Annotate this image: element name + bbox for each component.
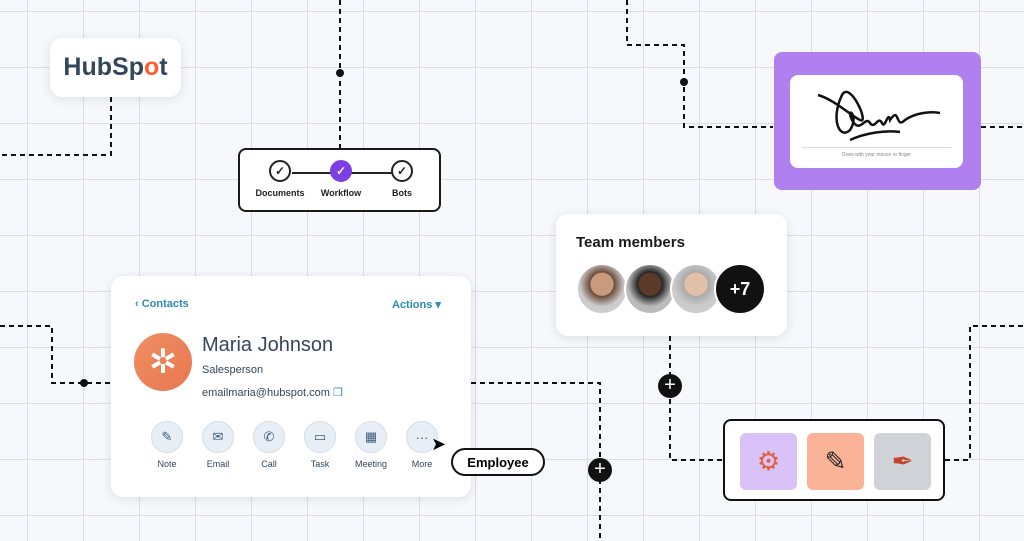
- contact-name: Maria Johnson: [202, 334, 334, 356]
- signature-hint: Draw with your mouse or finger: [841, 152, 912, 158]
- avatar[interactable]: [624, 263, 676, 315]
- settings-gear-icon[interactable]: ⚙: [740, 433, 797, 490]
- hubspot-logo: HubSp o t: [50, 38, 181, 97]
- check-icon: ✓: [330, 160, 352, 182]
- back-to-contacts-link[interactable]: ‹ Contacts: [135, 298, 189, 310]
- team-members-card: Team members +7: [556, 214, 787, 336]
- path-dot: [336, 69, 344, 77]
- email-icon: ✉: [202, 421, 234, 453]
- employee-tooltip: Employee: [451, 448, 545, 476]
- contact-role: Salesperson: [202, 364, 264, 376]
- add-step-plus-icon[interactable]: +: [658, 374, 682, 398]
- team-title: Team members: [576, 234, 685, 251]
- avatar[interactable]: [576, 263, 628, 315]
- step-workflow[interactable]: ✓ Workflow: [301, 160, 381, 198]
- note-button[interactable]: ✎ Note: [142, 421, 192, 469]
- meeting-button[interactable]: ▦ Meeting: [346, 421, 396, 469]
- add-step-plus-icon[interactable]: +: [588, 458, 612, 482]
- more-members-badge[interactable]: +7: [714, 263, 766, 315]
- signature-panel: Draw with your mouse or finger: [774, 52, 981, 190]
- task-button[interactable]: ▭ Task: [295, 421, 345, 469]
- pen-nib-icon[interactable]: ✒: [874, 433, 931, 490]
- step-documents[interactable]: ✓ Documents: [240, 160, 320, 198]
- contact-card: ‹ Contacts Actions ▾ ✲ Maria Johnson Sal…: [111, 276, 471, 497]
- email-button[interactable]: ✉ Email: [193, 421, 243, 469]
- phone-icon: ✆: [253, 421, 285, 453]
- call-button[interactable]: ✆ Call: [244, 421, 294, 469]
- contact-email: emailmaria@hubspot.com ❐: [202, 387, 343, 399]
- cursor-arrow-icon: ➤: [431, 434, 447, 454]
- step-bots[interactable]: ✓ Bots: [362, 160, 442, 198]
- path-dot: [680, 78, 688, 86]
- task-icon: ▭: [304, 421, 336, 453]
- note-icon: ✎: [151, 421, 183, 453]
- hubspot-sprocket-avatar: ✲: [134, 333, 192, 391]
- ellipsis-icon: ···: [406, 421, 438, 453]
- more-button[interactable]: ··· More: [397, 421, 447, 469]
- calendar-icon: ▦: [355, 421, 387, 453]
- copy-icon[interactable]: ❐: [333, 387, 343, 399]
- workflow-stepper: ✓ Documents ✓ Workflow ✓ Bots: [238, 148, 441, 212]
- actions-dropdown[interactable]: Actions ▾: [392, 299, 441, 311]
- signature-drawing: [817, 90, 941, 142]
- check-icon: ✓: [391, 160, 413, 182]
- signature-pad[interactable]: Draw with your mouse or finger: [790, 75, 963, 168]
- tools-card: ⚙ ✎ ✒: [723, 419, 945, 501]
- path-dot: [80, 379, 88, 387]
- check-icon: ✓: [269, 160, 291, 182]
- edit-document-icon[interactable]: ✎: [807, 433, 864, 490]
